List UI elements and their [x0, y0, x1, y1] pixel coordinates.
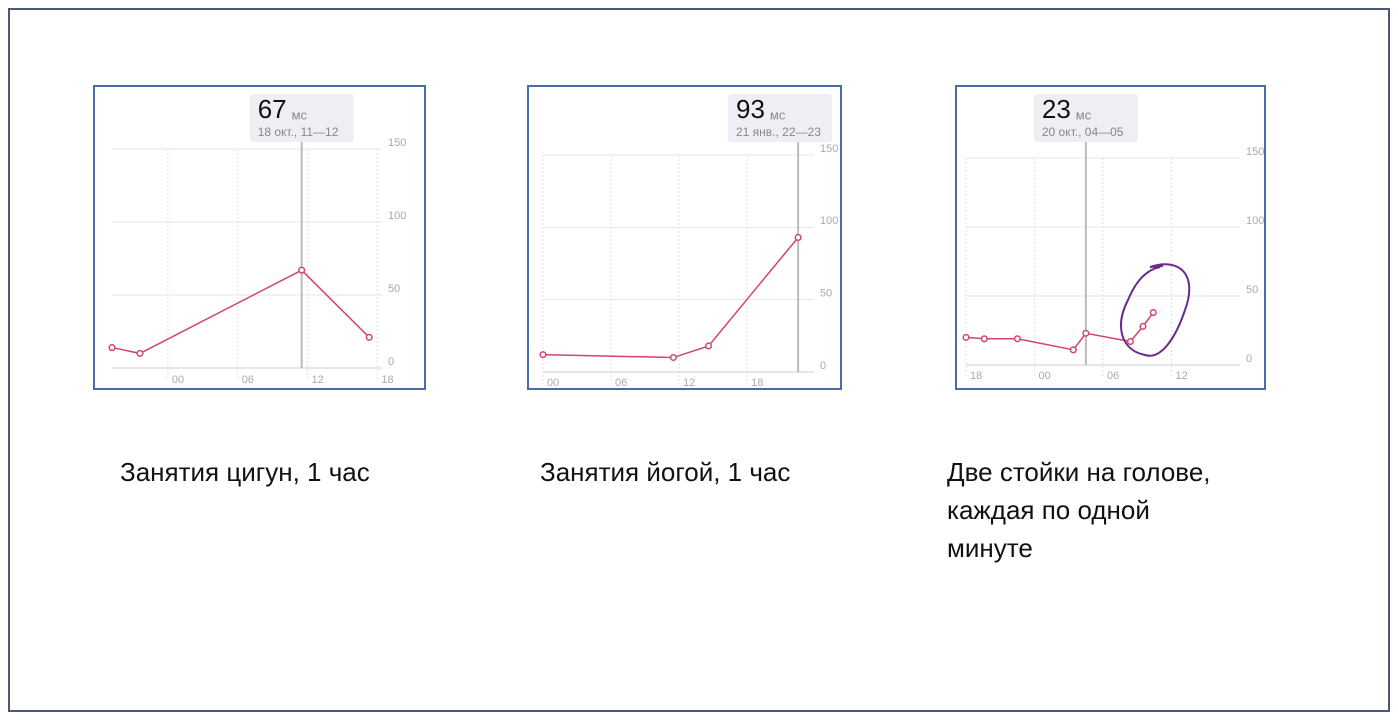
y-tick-label: 50	[1246, 284, 1258, 296]
y-tick-label: 50	[388, 283, 400, 295]
x-tick-label: 00	[547, 377, 559, 389]
x-tick-label: 00	[172, 374, 184, 386]
point	[962, 333, 970, 341]
point	[669, 353, 677, 362]
x-tick-label: 18	[970, 370, 982, 382]
x-tick-label: 18	[751, 377, 763, 389]
tooltip-date: 21 янв., 22—23	[736, 125, 821, 139]
line	[542, 236, 799, 359]
chart: 0 50 100 150 00 06 12 18 67 мс 18 окт., 11—12	[93, 85, 426, 390]
point	[1139, 322, 1147, 330]
tooltip-unit: мс	[1076, 107, 1092, 122]
tooltip-box	[728, 94, 832, 142]
point	[1149, 309, 1157, 317]
x-tick-label: 12	[1176, 370, 1188, 382]
y-tick-label: 100	[388, 210, 406, 222]
point	[136, 349, 144, 357]
slide-frame	[8, 8, 1390, 712]
tooltip-date: 20 окт., 04—05	[1042, 125, 1124, 139]
tooltip-value: 93	[736, 94, 765, 124]
tooltip-unit: мс	[292, 107, 308, 122]
point	[704, 342, 713, 350]
chart: 0 50 100 150 18 00 06 12 23 мс 20 окт., 04—05	[955, 85, 1266, 390]
point	[1013, 335, 1021, 343]
tooltip-value: 23	[1042, 94, 1071, 124]
y-tick-label: 50	[820, 288, 832, 300]
y-tick-label: 150	[1246, 146, 1264, 158]
y-tick-label: 0	[1246, 353, 1252, 365]
y-tick-label: 0	[388, 356, 394, 368]
point	[980, 335, 988, 343]
point	[539, 351, 547, 359]
x-tick-label: 00	[1039, 370, 1051, 382]
point	[298, 266, 306, 274]
y-tick-label: 150	[820, 143, 838, 155]
caption: Две стойки на голове, каждая по одной ми…	[947, 457, 1211, 563]
x-tick-label: 06	[615, 377, 627, 389]
chart: 0 50 100 150 00 06 12 18 93 мс 21 янв., 22—23	[527, 85, 842, 390]
point	[1082, 329, 1090, 337]
tooltip-date: 18 окт., 11—12	[258, 125, 339, 139]
x-tick-label: 06	[242, 374, 254, 386]
point	[794, 233, 802, 242]
y-tick-label: 0	[820, 360, 826, 372]
y-tick-label: 150	[388, 137, 406, 149]
point	[108, 344, 116, 352]
caption: Занятия йогой, 1 час	[540, 457, 791, 487]
point	[1069, 346, 1077, 354]
tooltip-value: 67	[258, 94, 287, 124]
y-tick-label: 100	[1246, 215, 1264, 227]
hand-drawn-circle	[1120, 263, 1191, 357]
line	[111, 269, 370, 355]
x-tick-label: 12	[312, 374, 324, 386]
tooltip-box	[249, 94, 354, 142]
tooltip-box	[1033, 94, 1138, 142]
point	[1126, 337, 1134, 346]
tooltip-unit: мс	[770, 107, 786, 122]
y-tick-label: 100	[820, 215, 838, 227]
point	[365, 333, 373, 341]
x-tick-label: 06	[1107, 370, 1119, 382]
caption: Занятия цигун, 1 час	[120, 457, 370, 487]
x-tick-label: 12	[683, 377, 695, 389]
x-tick-label: 18	[381, 374, 393, 386]
